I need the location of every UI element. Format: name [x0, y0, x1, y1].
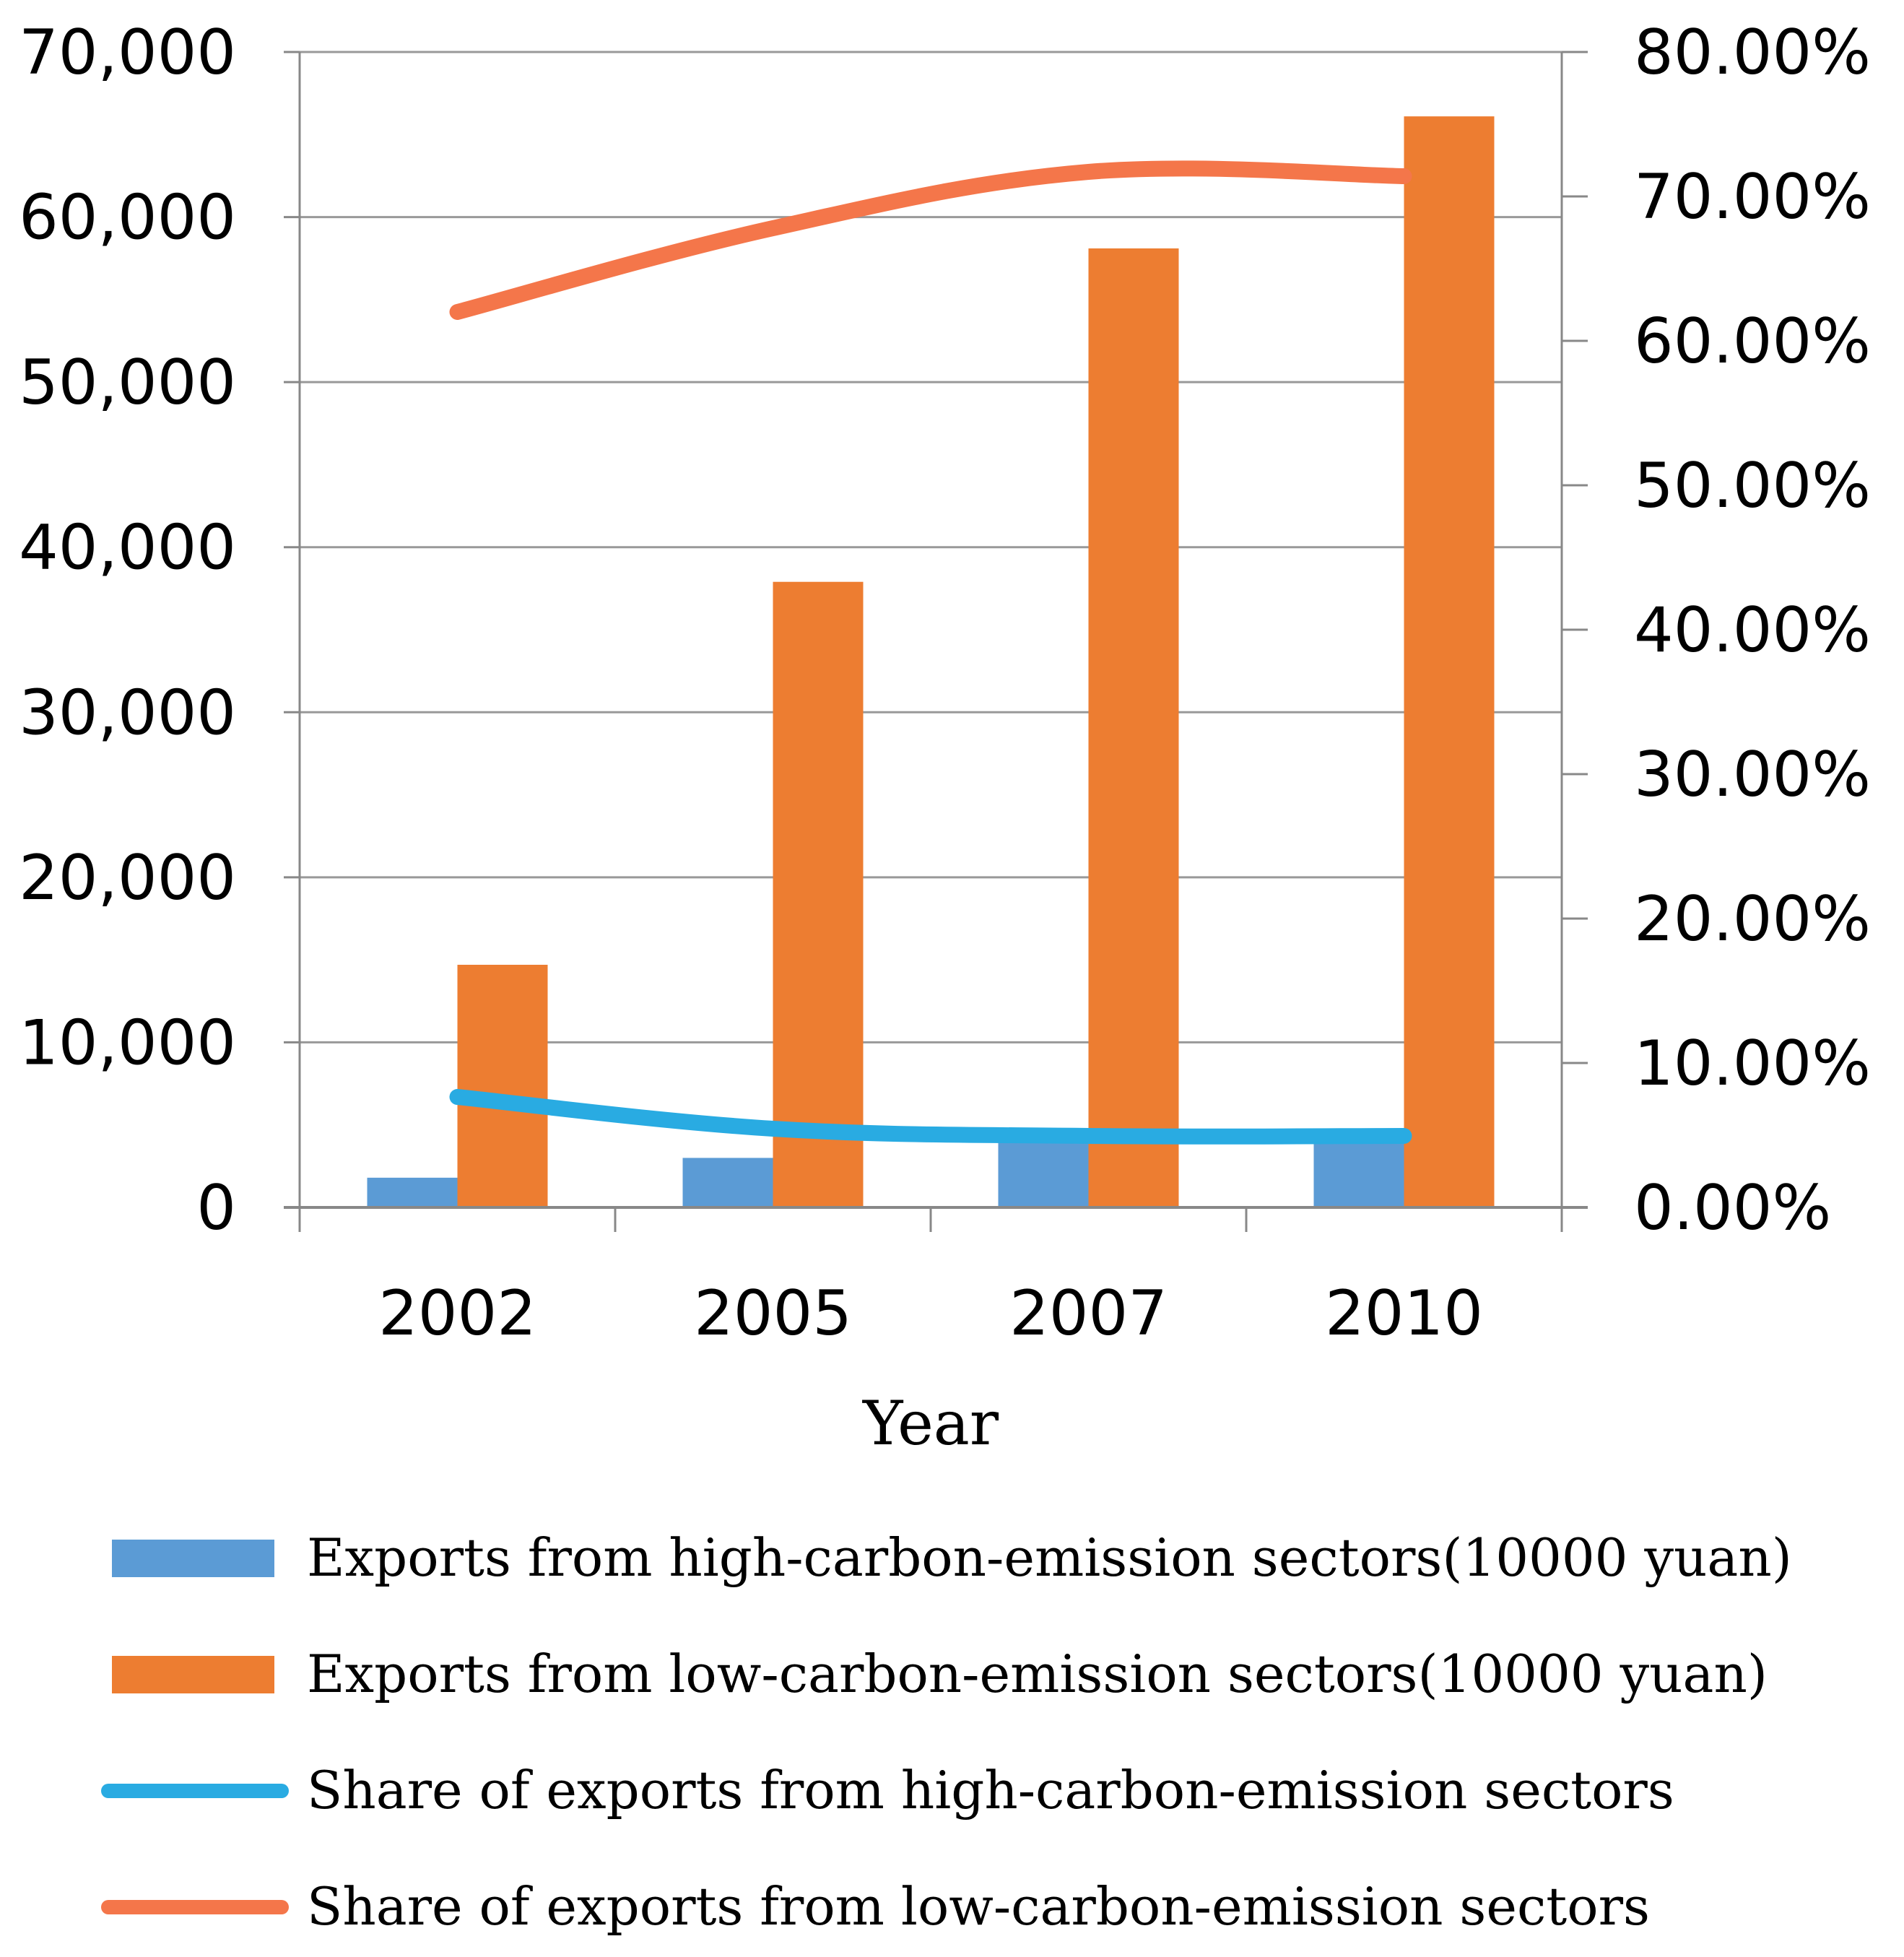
bar-group: [367, 116, 1495, 1208]
legend-swatch: [112, 1540, 274, 1577]
right-tick-label: 80.00%: [1634, 17, 1871, 89]
right-tick-label: 70.00%: [1634, 161, 1871, 233]
line-group: [449, 160, 1412, 1145]
bar: [682, 1158, 773, 1207]
left-tick-label: 10,000: [19, 1007, 236, 1079]
bar: [1088, 248, 1179, 1207]
left-tick-label: 0: [196, 1172, 236, 1244]
left-tick-label: 70,000: [19, 17, 236, 89]
bar: [367, 1177, 458, 1207]
series-line: [449, 1089, 1412, 1145]
left-tick-label: 60,000: [19, 182, 236, 254]
right-tick-label: 60.00%: [1634, 305, 1871, 378]
bar: [457, 965, 548, 1207]
bar: [1404, 116, 1495, 1208]
right-tick-label: 0.00%: [1634, 1172, 1831, 1244]
legend-label: Share of exports from high-carbon-emissi…: [307, 1760, 1674, 1821]
right-tick-label: 50.00%: [1634, 450, 1871, 522]
bar: [1313, 1133, 1404, 1207]
legend-label: Share of exports from low-carbon-emissio…: [307, 1876, 1650, 1937]
legend: Exports from high-carbon-emission sector…: [101, 1527, 1792, 1937]
left-tick-label: 50,000: [19, 347, 236, 419]
series-line: [449, 160, 1412, 320]
left-tick-label: 40,000: [19, 512, 236, 584]
bar: [998, 1134, 1089, 1207]
left-tick-label: 30,000: [19, 677, 236, 749]
bar: [773, 581, 864, 1207]
axes: [284, 51, 1588, 1232]
right-tick-label: 40.00%: [1634, 594, 1871, 667]
x-tick-label: 2007: [1009, 1277, 1168, 1350]
tick-labels: 0 10,000 20,000 30,000 40,000 50,000 60,000 70,…: [19, 17, 1871, 1350]
legend-label: Exports from low-carbon-emission sectors…: [307, 1644, 1768, 1704]
legend-swatch: [112, 1656, 274, 1693]
x-tick-label: 2005: [694, 1277, 852, 1350]
right-tick-label: 20.00%: [1634, 883, 1871, 955]
right-tick-label: 30.00%: [1634, 739, 1871, 811]
right-tick-label: 10.00%: [1634, 1028, 1871, 1100]
legend-label: Exports from high-carbon-emission sector…: [307, 1527, 1792, 1588]
x-tick-label: 2002: [378, 1277, 536, 1350]
x-axis-title: Year: [862, 1388, 999, 1459]
x-tick-label: 2010: [1325, 1277, 1483, 1350]
left-tick-label: 20,000: [19, 842, 236, 914]
